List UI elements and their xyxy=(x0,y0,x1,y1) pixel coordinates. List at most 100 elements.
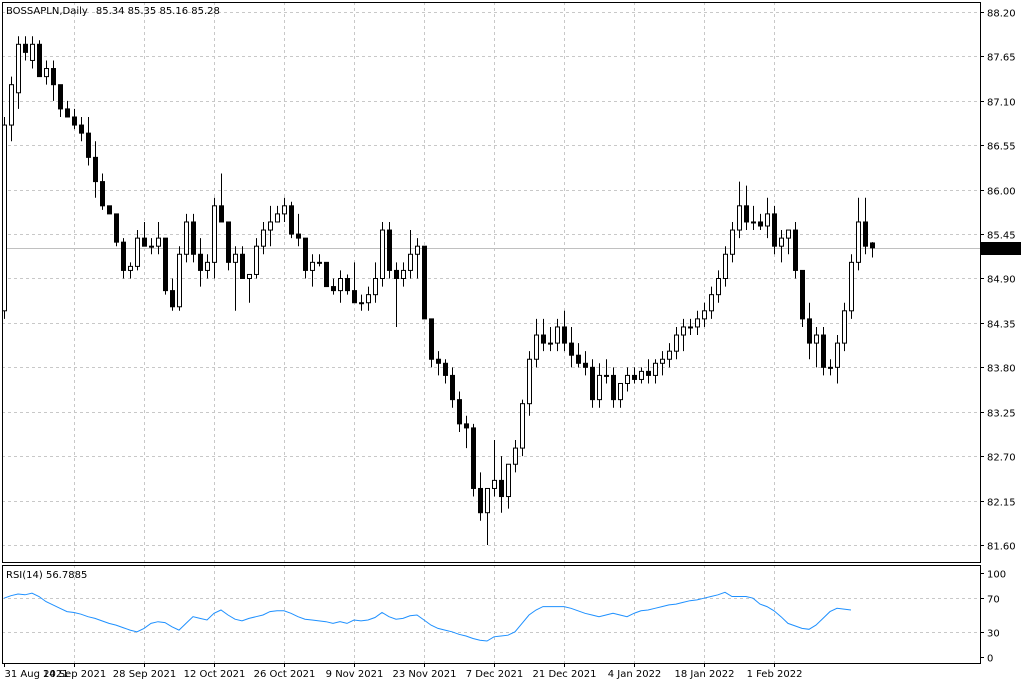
candle[interactable] xyxy=(772,205,777,255)
candle[interactable] xyxy=(93,141,98,198)
candle[interactable] xyxy=(128,262,133,279)
candle[interactable] xyxy=(2,116,7,319)
candle[interactable] xyxy=(856,197,861,271)
candle[interactable] xyxy=(702,302,707,327)
candle[interactable] xyxy=(625,367,630,392)
candle[interactable] xyxy=(184,213,189,263)
candle[interactable] xyxy=(37,40,42,78)
candle[interactable] xyxy=(219,173,224,223)
candle[interactable] xyxy=(800,269,805,327)
candle[interactable] xyxy=(492,440,497,497)
candle[interactable] xyxy=(58,84,63,117)
candle[interactable] xyxy=(324,261,329,288)
candle[interactable] xyxy=(765,197,770,239)
candle[interactable] xyxy=(240,246,245,279)
rsi-line[interactable] xyxy=(3,591,852,642)
candle[interactable] xyxy=(499,456,504,513)
candle[interactable] xyxy=(520,399,525,457)
candle[interactable] xyxy=(527,351,532,416)
candle[interactable] xyxy=(303,237,308,279)
candle[interactable] xyxy=(65,100,70,118)
candle[interactable] xyxy=(23,36,28,61)
candle[interactable] xyxy=(632,367,637,384)
candle[interactable] xyxy=(163,237,168,295)
candle[interactable] xyxy=(590,359,595,408)
candle[interactable] xyxy=(457,391,462,432)
candle[interactable] xyxy=(198,238,203,287)
candle[interactable] xyxy=(289,201,294,239)
candle[interactable] xyxy=(471,423,476,497)
candle[interactable] xyxy=(450,367,455,408)
candle[interactable] xyxy=(79,116,84,142)
candle[interactable] xyxy=(870,242,875,258)
candle[interactable] xyxy=(86,116,91,166)
candle[interactable] xyxy=(149,238,154,255)
candle[interactable] xyxy=(401,262,406,287)
candle[interactable] xyxy=(156,221,161,255)
candle[interactable] xyxy=(226,221,231,271)
candle[interactable] xyxy=(863,197,868,255)
candle[interactable] xyxy=(310,254,315,287)
candle[interactable] xyxy=(730,221,735,263)
candle[interactable] xyxy=(268,205,273,247)
candle[interactable] xyxy=(709,286,714,319)
candle[interactable] xyxy=(415,238,420,279)
candle[interactable] xyxy=(688,318,693,336)
candle[interactable] xyxy=(793,221,798,279)
candle[interactable] xyxy=(30,36,35,69)
candle[interactable] xyxy=(394,262,399,327)
candle[interactable] xyxy=(352,262,357,304)
candle[interactable] xyxy=(583,351,588,376)
candle[interactable] xyxy=(779,230,784,263)
candle[interactable] xyxy=(807,302,812,360)
candle[interactable] xyxy=(373,262,378,303)
candle[interactable] xyxy=(723,246,728,287)
candle[interactable] xyxy=(506,463,511,509)
candle[interactable] xyxy=(275,205,280,223)
candle[interactable] xyxy=(247,273,252,303)
candle[interactable] xyxy=(737,181,742,239)
candle[interactable] xyxy=(604,359,609,384)
candle[interactable] xyxy=(170,278,175,311)
candle[interactable] xyxy=(135,230,140,271)
candle[interactable] xyxy=(611,367,616,408)
candle[interactable] xyxy=(282,197,287,222)
candle[interactable] xyxy=(576,343,581,368)
candle[interactable] xyxy=(261,221,266,255)
candle[interactable] xyxy=(254,238,259,279)
candle[interactable] xyxy=(366,286,371,311)
candle[interactable] xyxy=(646,359,651,384)
candle[interactable] xyxy=(639,367,644,384)
candle[interactable] xyxy=(464,415,469,449)
candle[interactable] xyxy=(744,185,749,231)
candle[interactable] xyxy=(51,60,56,101)
candle[interactable] xyxy=(695,310,700,336)
candle[interactable] xyxy=(849,254,854,319)
candle[interactable] xyxy=(44,60,49,85)
candle[interactable] xyxy=(485,487,490,545)
candle[interactable] xyxy=(436,351,441,376)
candle[interactable] xyxy=(107,205,112,215)
candle[interactable] xyxy=(429,318,434,368)
candle[interactable] xyxy=(835,335,840,384)
candle[interactable] xyxy=(205,254,210,279)
candle[interactable] xyxy=(177,246,182,311)
candle[interactable] xyxy=(121,238,126,279)
candle[interactable] xyxy=(555,318,560,352)
candle[interactable] xyxy=(716,270,721,303)
candle[interactable] xyxy=(597,363,602,408)
candlestick-series[interactable] xyxy=(2,36,875,545)
candle[interactable] xyxy=(16,36,21,109)
candle[interactable] xyxy=(338,270,343,303)
candle[interactable] xyxy=(191,213,196,263)
candle[interactable] xyxy=(478,472,483,521)
candle[interactable] xyxy=(408,230,413,279)
candle[interactable] xyxy=(513,440,518,473)
candle[interactable] xyxy=(660,351,665,376)
candle[interactable] xyxy=(317,254,322,267)
candle[interactable] xyxy=(674,326,679,360)
candle[interactable] xyxy=(821,326,826,376)
candle[interactable] xyxy=(331,278,336,295)
candle[interactable] xyxy=(100,173,105,210)
candle[interactable] xyxy=(751,205,756,231)
